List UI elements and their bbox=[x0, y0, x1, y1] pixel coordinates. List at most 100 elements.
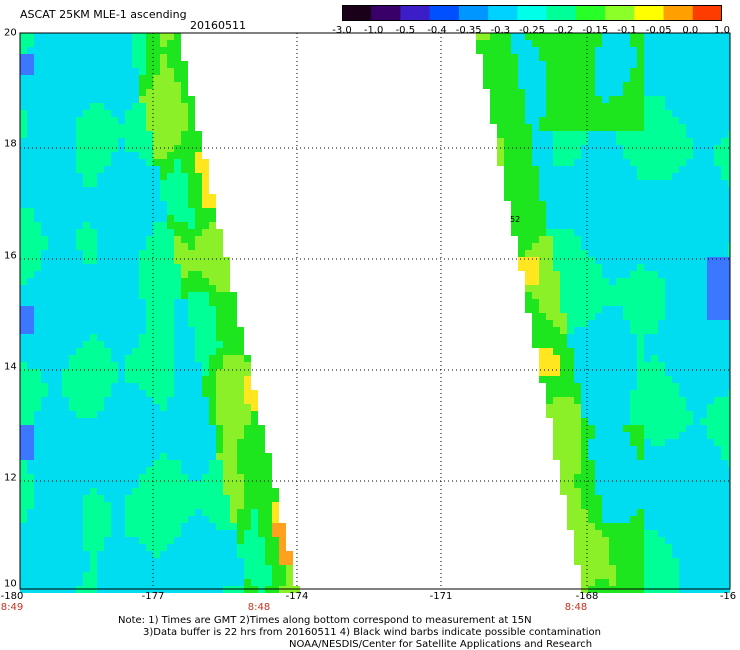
swath-cell bbox=[272, 544, 279, 551]
lat-tick-20: 20 bbox=[4, 27, 17, 39]
swath-cell bbox=[532, 61, 539, 68]
swath-cell bbox=[644, 229, 651, 236]
swath-cell bbox=[651, 313, 658, 320]
swath-cell bbox=[644, 390, 651, 397]
swath-cell bbox=[637, 418, 644, 425]
swath-cell bbox=[34, 278, 41, 285]
swath-cell bbox=[588, 418, 595, 425]
swath-cell bbox=[132, 159, 139, 166]
swath-cell bbox=[27, 180, 34, 187]
swath-cell bbox=[272, 572, 279, 579]
swath-cell bbox=[62, 243, 69, 250]
swath-cell bbox=[609, 96, 616, 103]
swath-cell bbox=[686, 558, 693, 565]
swath-cell bbox=[588, 222, 595, 229]
swath-cell bbox=[672, 411, 679, 418]
swath-cell bbox=[588, 572, 595, 579]
swath-cell bbox=[560, 173, 567, 180]
swath-cell bbox=[728, 187, 730, 194]
swath-cell bbox=[623, 327, 630, 334]
swath-cell bbox=[160, 579, 167, 586]
swath-cell bbox=[700, 530, 707, 537]
swath-cell bbox=[76, 292, 83, 299]
swath-cell bbox=[532, 145, 539, 152]
swath-cell bbox=[588, 292, 595, 299]
swath-cell bbox=[202, 355, 209, 362]
swath-cell bbox=[567, 383, 574, 390]
swath-cell bbox=[581, 117, 588, 124]
swath-cell bbox=[181, 187, 188, 194]
swath-cell bbox=[104, 271, 111, 278]
swath-cell bbox=[83, 495, 90, 502]
swath-cell bbox=[34, 306, 41, 313]
swath-cell bbox=[69, 425, 76, 432]
swath-cell bbox=[244, 523, 251, 530]
swath-cell bbox=[707, 460, 714, 467]
swath-cell bbox=[111, 530, 118, 537]
swath-cell bbox=[216, 334, 223, 341]
swath-cell bbox=[265, 474, 272, 481]
swath-cell bbox=[146, 397, 153, 404]
swath-cell bbox=[55, 117, 62, 124]
swath-cell bbox=[567, 495, 574, 502]
swath-cell bbox=[55, 327, 62, 334]
swath-cell bbox=[490, 82, 497, 89]
swath-cell bbox=[623, 173, 630, 180]
swath-cell bbox=[97, 551, 104, 558]
swath-cell bbox=[125, 418, 132, 425]
swath-cell bbox=[132, 320, 139, 327]
swath-cell bbox=[637, 537, 644, 544]
swath-cell bbox=[637, 180, 644, 187]
swath-cell bbox=[48, 320, 55, 327]
swath-cell bbox=[595, 243, 602, 250]
swath-cell bbox=[623, 376, 630, 383]
swath-cell bbox=[532, 152, 539, 159]
swath-cell bbox=[174, 33, 181, 40]
swath-cell bbox=[27, 110, 34, 117]
swath-cell bbox=[244, 383, 251, 390]
swath-cell bbox=[132, 425, 139, 432]
swath-cell bbox=[223, 306, 230, 313]
swath-cell bbox=[665, 397, 672, 404]
swath-cell bbox=[693, 117, 700, 124]
swath-cell bbox=[188, 411, 195, 418]
swath-cell bbox=[532, 285, 539, 292]
swath-cell bbox=[630, 194, 637, 201]
swath-cell bbox=[167, 509, 174, 516]
swath-cell bbox=[679, 495, 686, 502]
swath-cell bbox=[609, 61, 616, 68]
swath-cell bbox=[623, 243, 630, 250]
swath-cell bbox=[616, 390, 623, 397]
swath-cell bbox=[560, 159, 567, 166]
swath-cell bbox=[658, 201, 665, 208]
swath-cell bbox=[686, 82, 693, 89]
swath-cell bbox=[48, 362, 55, 369]
swath-cell bbox=[83, 124, 90, 131]
swath-cell bbox=[728, 537, 730, 544]
swath-cell bbox=[658, 425, 665, 432]
swath-cell bbox=[546, 68, 553, 75]
swath-cell bbox=[679, 61, 686, 68]
swath-cell bbox=[679, 516, 686, 523]
swath-cell bbox=[97, 355, 104, 362]
swath-cell bbox=[567, 390, 574, 397]
swath-cell bbox=[588, 194, 595, 201]
swath-cell bbox=[728, 68, 730, 75]
swath-cell bbox=[693, 495, 700, 502]
swath-cell bbox=[118, 453, 125, 460]
swath-cell bbox=[707, 530, 714, 537]
swath-cell bbox=[679, 537, 686, 544]
swath-cell bbox=[700, 425, 707, 432]
swath-cell bbox=[560, 355, 567, 362]
swath-cell bbox=[62, 432, 69, 439]
swath-cell bbox=[202, 481, 209, 488]
swath-cell bbox=[728, 243, 730, 250]
swath-cell bbox=[686, 390, 693, 397]
swath-cell bbox=[41, 544, 48, 551]
swath-cell bbox=[111, 82, 118, 89]
swath-cell bbox=[672, 47, 679, 54]
swath-cell bbox=[714, 320, 721, 327]
swath-cell bbox=[55, 334, 62, 341]
swath-cell bbox=[588, 467, 595, 474]
